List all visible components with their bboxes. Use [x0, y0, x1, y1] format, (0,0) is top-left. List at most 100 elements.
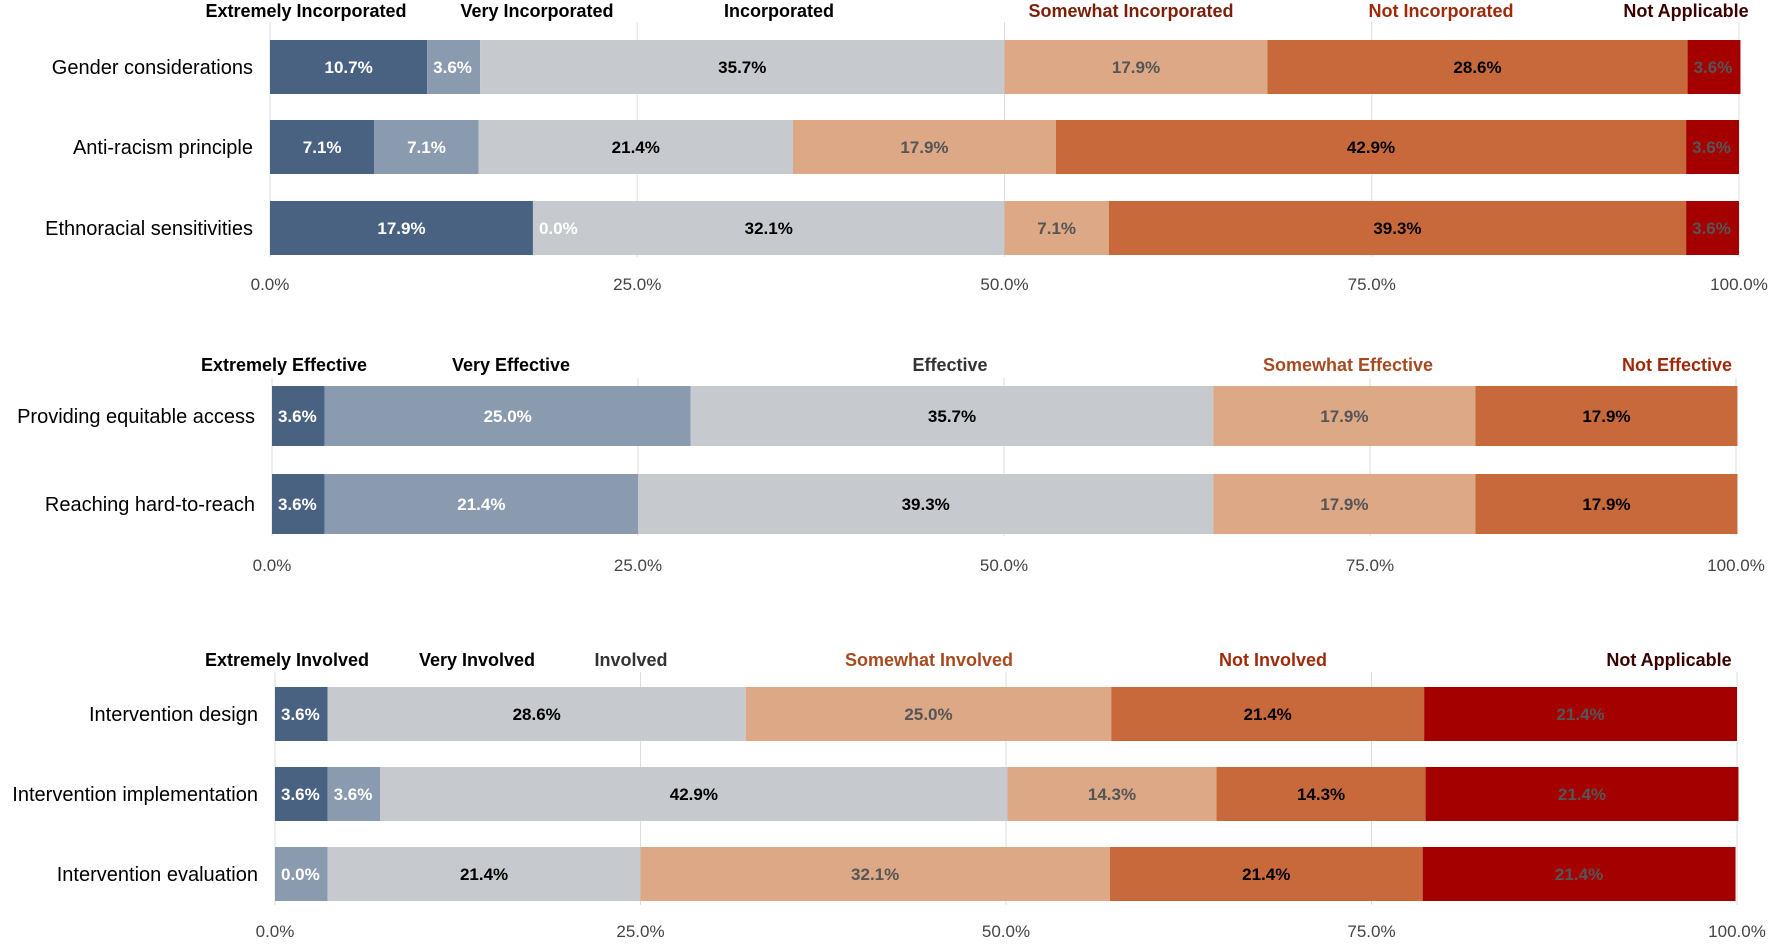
x-tick-label: 50.0%: [980, 275, 1028, 294]
category-label: Gender considerations: [52, 57, 253, 79]
bar-segment: [690, 386, 1214, 446]
x-tick-label: 75.0%: [1346, 556, 1394, 575]
data-label: 21.4%: [1555, 865, 1603, 884]
bar-segment: [1425, 767, 1739, 821]
data-label: 17.9%: [1320, 495, 1368, 514]
data-label: 32.1%: [851, 865, 899, 884]
bar-segment: [1004, 201, 1109, 255]
data-label: 14.3%: [1297, 785, 1345, 804]
data-label: 35.7%: [928, 407, 976, 426]
bar-segment: [1686, 201, 1739, 255]
bar-segment: [275, 687, 328, 741]
data-label: 28.6%: [513, 705, 561, 724]
data-label: 21.4%: [457, 495, 505, 514]
x-tick-label: 50.0%: [980, 556, 1028, 575]
category-label: Intervention design: [89, 704, 258, 726]
series-headers: Extremely Effective Very Effective Effecti…: [201, 355, 1732, 375]
bar-segment: [270, 120, 375, 174]
bar-segment: [327, 767, 381, 821]
data-label: 21.4%: [612, 138, 660, 157]
bar-segment: [1213, 386, 1476, 446]
data-label: 39.3%: [1373, 219, 1421, 238]
series-header: Involved: [594, 650, 667, 670]
chart-panel-3: Extremely Involved Very Involved Involved S…: [12, 650, 1766, 941]
data-label: 28.6%: [1453, 58, 1501, 77]
data-label: 39.3%: [902, 495, 950, 514]
data-label: 32.1%: [745, 219, 793, 238]
x-tick-label: 100.0%: [1708, 922, 1766, 941]
data-label: 25.0%: [904, 705, 952, 724]
bar-segment: [327, 847, 641, 901]
bar-segment: [272, 386, 325, 446]
series-header: Not Involved: [1219, 650, 1327, 670]
bar-segment: [327, 687, 746, 741]
data-label: 3.6%: [1692, 138, 1731, 157]
data-label: 3.6%: [334, 785, 373, 804]
bar-segment: [1475, 474, 1738, 534]
data-label: 3.6%: [281, 705, 320, 724]
x-tick-label: 0.0%: [253, 556, 292, 575]
data-label: 17.9%: [1112, 58, 1160, 77]
series-header: Effective: [912, 355, 987, 375]
bar-segment: [1055, 120, 1687, 174]
data-label: 35.7%: [718, 58, 766, 77]
data-label: 17.9%: [377, 219, 425, 238]
data-label: 0.0%: [281, 865, 320, 884]
x-tick-label: 100.0%: [1710, 275, 1768, 294]
category-label: Anti-racism principle: [73, 137, 253, 159]
data-label: 21.4%: [1558, 785, 1606, 804]
bar-segment: [1687, 40, 1741, 94]
bar-segment: [427, 40, 481, 94]
x-tick-label: 25.0%: [614, 556, 662, 575]
data-label: 0.0%: [539, 219, 578, 238]
data-label: 3.6%: [281, 785, 320, 804]
series-header: Not Applicable: [1606, 650, 1731, 670]
data-label: 42.9%: [1347, 138, 1395, 157]
series-header: Not Effective: [1622, 355, 1732, 375]
bar-segment: [1267, 40, 1688, 94]
x-tick-label: 25.0%: [613, 275, 661, 294]
data-label: 42.9%: [670, 785, 718, 804]
series-header: Somewhat Effective: [1263, 355, 1433, 375]
series-header: Not Applicable: [1623, 1, 1748, 21]
series-header: Not Incorporated: [1368, 1, 1513, 21]
x-tick-label: 75.0%: [1347, 922, 1395, 941]
category-label: Intervention evaluation: [57, 864, 258, 886]
bar-segment: [1004, 40, 1268, 94]
data-label: 7.1%: [303, 138, 342, 157]
series-header: Extremely Involved: [205, 650, 369, 670]
bar-segment: [1422, 847, 1736, 901]
bar-segment: [270, 201, 533, 255]
bar-segment: [272, 474, 325, 534]
data-label: 3.6%: [433, 58, 472, 77]
series-headers: Extremely Incorporated Very Incorporated I…: [205, 1, 1748, 21]
category-label: Providing equitable access: [17, 406, 255, 428]
data-label: 21.4%: [1242, 865, 1290, 884]
category-label: Reaching hard-to-reach: [45, 494, 255, 516]
bar-segment: [1475, 386, 1738, 446]
bar-segment: [324, 386, 691, 446]
x-tick-label: 50.0%: [982, 922, 1030, 941]
series-header: Incorporated: [724, 1, 834, 21]
series-header: Somewhat Involved: [845, 650, 1013, 670]
bar-segment: [1108, 201, 1687, 255]
series-header: Extremely Effective: [201, 355, 367, 375]
bar-segment: [640, 847, 1110, 901]
data-label: 3.6%: [1692, 219, 1731, 238]
x-tick-label: 0.0%: [256, 922, 295, 941]
x-tick-label: 0.0%: [251, 275, 290, 294]
series-header: Extremely Incorporated: [205, 1, 406, 21]
series-header: Very Incorporated: [460, 1, 613, 21]
chart-panel-2: Extremely Effective Very Effective Effecti…: [17, 355, 1765, 575]
data-label: 21.4%: [1556, 705, 1604, 724]
bar-segment: [745, 687, 1112, 741]
bar-segment: [1424, 687, 1737, 741]
x-tick-label: 100.0%: [1707, 556, 1765, 575]
bar-segment: [1216, 767, 1426, 821]
bar-segment: [1111, 687, 1425, 741]
category-label: Ethnoracial sensitivities: [45, 218, 253, 240]
data-label: 25.0%: [484, 407, 532, 426]
bar-segment: [270, 40, 428, 94]
data-label: 17.9%: [1582, 407, 1630, 426]
data-label: 3.6%: [1694, 58, 1733, 77]
